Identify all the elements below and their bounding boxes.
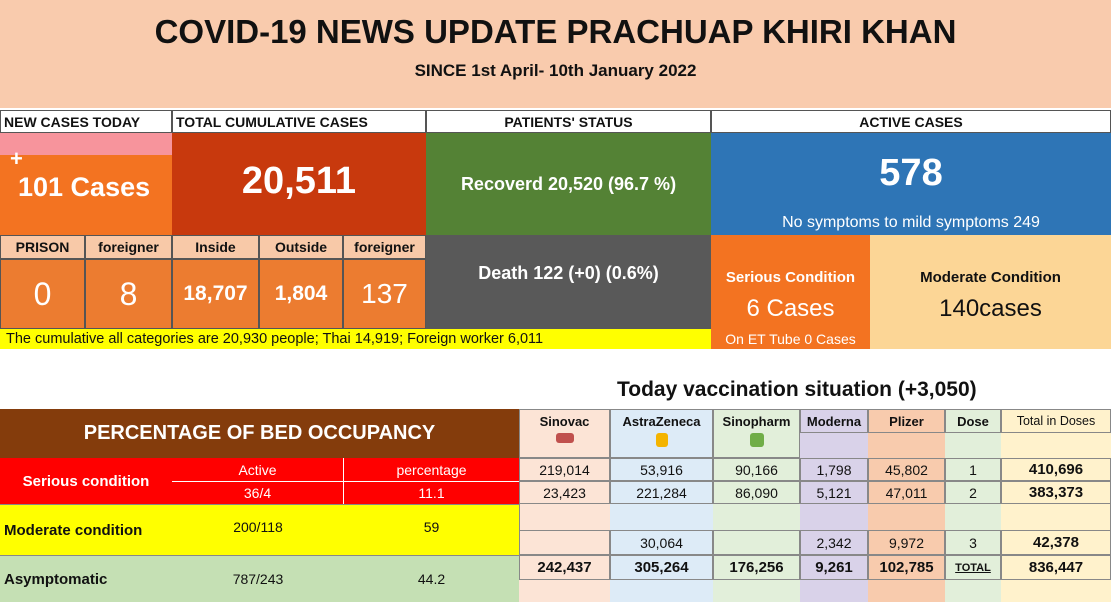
inside-label: Inside [172, 235, 259, 259]
header-total-cumulative: TOTAL CUMULATIVE CASES [172, 110, 426, 133]
foreigner2-value: 137 [343, 259, 426, 329]
cell-pfizer-r3: 9,972 [868, 530, 945, 555]
new-cases-box [0, 155, 172, 235]
header-new-cases-today: NEW CASES TODAY [0, 110, 172, 133]
bed-occupancy-title: PERCENTAGE OF BED OCCUPANCY [0, 409, 519, 458]
serious-condition-label: Serious condition [0, 458, 172, 504]
cell-sinopharm-r3 [713, 530, 800, 555]
cell-dose-r2: 2 [945, 481, 1001, 504]
active-header: Active [172, 458, 344, 481]
cell-pfizer-r1: 45,802 [868, 458, 945, 481]
header-pfizer: Plizer [868, 409, 945, 433]
cell-sinovac-r2: 23,423 [519, 481, 610, 504]
moderate-active-value: 200/118 [172, 504, 344, 555]
sinovac-logo-icon [555, 433, 574, 443]
header-patients-status: PATIENTS' STATUS [426, 110, 711, 133]
cell-total-r2: 383,373 [1001, 481, 1111, 504]
sinopharm-logo-icon [749, 433, 764, 447]
moderate-label: Moderate Condition [920, 268, 1061, 286]
cell-sinovac-r3 [519, 530, 610, 555]
active-cases-note: No symptoms to mild symptoms 249 [782, 214, 1040, 231]
cell-sinopharm-r1: 90,166 [713, 458, 800, 481]
death-status: Death 122 (+0) (0.6%) [426, 235, 711, 329]
total-grand: 836,447 [1001, 555, 1111, 580]
et-tube-note: On ET Tube 0 Cases [711, 329, 870, 349]
cell-astrazeneca-r2: 221,284 [610, 481, 713, 504]
cell-moderna-r1: 1,798 [800, 458, 868, 481]
serious-pct-value: 11.1 [344, 481, 519, 504]
asymptomatic-pct-value: 44.2 [344, 555, 519, 602]
percentage-header: percentage [344, 458, 519, 481]
cell-moderna-r3: 2,342 [800, 530, 868, 555]
moderate-note-band [870, 329, 1111, 349]
sinopharm-label: Sinopharm [722, 414, 791, 429]
total-astrazeneca: 305,264 [610, 555, 713, 580]
header-moderna: Moderna [800, 409, 868, 433]
prison-value: 0 [0, 259, 85, 329]
cell-astrazeneca-r1: 53,916 [610, 458, 713, 481]
page-title: COVID-19 NEWS UPDATE PRACHUAP KHIRI KHAN [154, 13, 957, 50]
active-cases-box [711, 133, 1111, 235]
serious-box [711, 235, 870, 329]
cell-astrazeneca-r3: 30,064 [610, 530, 713, 555]
new-cases-value: 101 Cases [18, 172, 151, 202]
prison-label: PRISON [0, 235, 85, 259]
new-cases-band [0, 133, 172, 155]
cell-dose-r3: 3 [945, 530, 1001, 555]
new-cases-plus: + [10, 146, 23, 171]
vaccination-title: Today vaccination situation (+3,050) [617, 378, 977, 401]
spacer-row [519, 504, 1111, 530]
col-bg-moderna [800, 409, 868, 602]
inside-value: 18,707 [172, 259, 259, 329]
foreigner-label: foreigner [85, 235, 172, 259]
header-total: Total in Doses [1001, 409, 1111, 433]
recovered-status: Recoverd 20,520 (96.7 %) [426, 133, 711, 235]
cell-total-r1: 410,696 [1001, 458, 1111, 481]
total-sinovac: 242,437 [519, 555, 610, 580]
moderate-pct-value: 59 [344, 504, 519, 555]
foreigner2-label: foreigner [343, 235, 426, 259]
page-subtitle: SINCE 1st April- 10th January 2022 [414, 61, 697, 80]
cumulative-note: The cumulative all categories are 20,930… [0, 329, 711, 349]
outside-value: 1,804 [259, 259, 343, 329]
asymptomatic-label: Asymptomatic [0, 555, 172, 602]
serious-label: Serious Condition [725, 268, 856, 286]
cell-sinovac-r1: 219,014 [519, 458, 610, 481]
astrazeneca-label: AstraZeneca [622, 414, 701, 429]
header-dose: Dose [945, 409, 1001, 433]
header-banner [0, 0, 1111, 108]
foreigner-value: 8 [85, 259, 172, 329]
active-cases-value: 578 [879, 151, 943, 194]
moderate-condition-label: Moderate condition [0, 504, 172, 555]
cell-moderna-r2: 5,121 [800, 481, 868, 504]
cell-dose-r1: 1 [945, 458, 1001, 481]
astrazeneca-logo-icon [655, 433, 668, 447]
total-moderna: 9,261 [800, 555, 868, 580]
serious-active-value: 36/4 [172, 481, 344, 504]
col-bg-dose [945, 409, 1001, 602]
header-sinopharm: Sinopharm [713, 409, 800, 458]
moderate-box [870, 235, 1111, 329]
cell-total-r3: 42,378 [1001, 530, 1111, 555]
serious-value: 6 Cases [746, 295, 835, 322]
col-bg-total [1001, 409, 1111, 602]
outside-label: Outside [259, 235, 343, 259]
header-astrazeneca: AstraZeneca [610, 409, 713, 458]
cell-pfizer-r2: 47,011 [868, 481, 945, 504]
total-cases-value: 20,511 [172, 133, 426, 235]
cell-sinopharm-r2: 86,090 [713, 481, 800, 504]
total-label: TOTAL [945, 555, 1001, 580]
total-sinopharm: 176,256 [713, 555, 800, 580]
asymptomatic-active-value: 787/243 [172, 555, 344, 602]
sinovac-label: Sinovac [539, 414, 590, 429]
col-bg-pfizer [868, 409, 945, 602]
header-sinovac: Sinovac [519, 409, 610, 458]
header-active-cases: ACTIVE CASES [711, 110, 1111, 133]
total-pfizer: 102,785 [868, 555, 945, 580]
moderate-value: 140cases [939, 295, 1042, 322]
